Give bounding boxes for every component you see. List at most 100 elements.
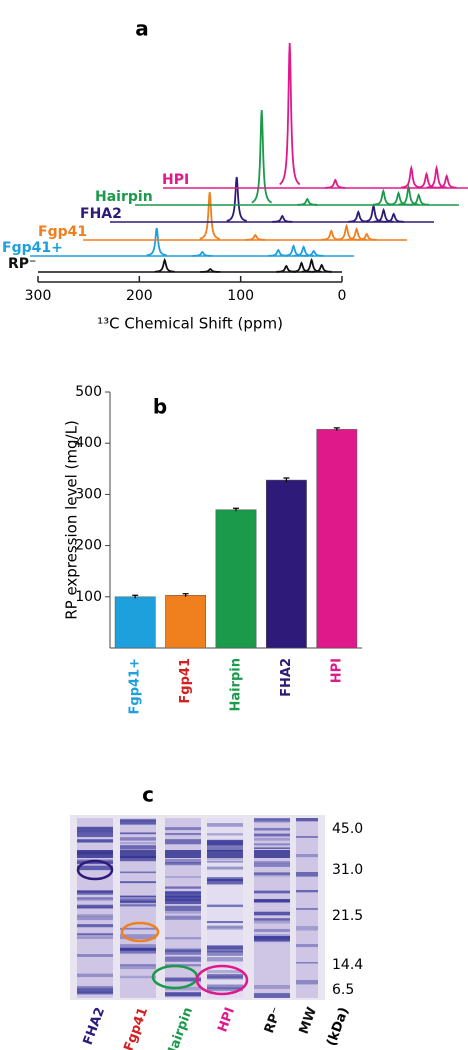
gel-band: [120, 964, 156, 970]
panel-title: b: [153, 395, 167, 419]
gel-band: [207, 974, 243, 978]
gel-band: [77, 986, 113, 989]
gel-band: [77, 936, 113, 939]
spectrum-peak: [383, 212, 404, 223]
series-label: Fgp41+: [2, 240, 63, 256]
gel-band: [296, 890, 318, 893]
gel-band: [207, 987, 243, 992]
spectrum-peak: [348, 210, 369, 223]
series-label: FHA2: [80, 206, 122, 222]
gel-band: [77, 865, 113, 871]
gel-band: [207, 950, 243, 956]
spectrum-peak: [303, 249, 324, 257]
spectrum-peak: [199, 191, 220, 240]
gel-band: [165, 896, 201, 902]
gel-band: [254, 827, 290, 831]
series-label: Fgp41: [38, 224, 87, 240]
gel-band: [120, 871, 156, 874]
gel-band: [207, 823, 243, 827]
gel-band: [207, 850, 243, 858]
gel-band: [207, 921, 243, 924]
gel-band: [120, 895, 156, 898]
gel-band: [77, 973, 113, 977]
spectrum-peak: [146, 227, 167, 257]
x-tick-label: Hairpin: [229, 658, 244, 712]
gel-band: [77, 933, 113, 936]
bar: [265, 479, 307, 649]
gel-band: [77, 890, 113, 895]
y-tick-label: 400: [75, 435, 102, 451]
gel-band: [254, 843, 290, 846]
gel-band: [77, 831, 113, 837]
gel-band: [254, 993, 290, 998]
gel-band: [165, 977, 201, 982]
gel-band: [165, 891, 201, 897]
gel-band: [296, 872, 318, 877]
spectrum-peak: [373, 188, 394, 206]
lane-label: RP⁻: [262, 1005, 285, 1035]
gel-band: [207, 842, 243, 846]
gel-band: [207, 925, 243, 929]
highlight-circle: [195, 964, 249, 996]
gel-band: [120, 944, 156, 949]
x-tick-label: Fgp41+: [128, 658, 143, 714]
spectrum-peak: [401, 164, 422, 189]
gel-band: [207, 945, 243, 950]
gel-band: [120, 949, 156, 954]
gel-band: [207, 833, 243, 836]
gel-band: [254, 837, 290, 841]
spectrum-peak: [251, 109, 273, 204]
gel-band: [254, 862, 290, 867]
gel-band: [77, 914, 113, 918]
gel-band: [254, 833, 290, 837]
gel-band: [254, 850, 290, 858]
gel-lane: [120, 818, 156, 998]
gel-band: [120, 881, 156, 884]
spectrum-peak: [356, 232, 377, 241]
gel-band: [207, 957, 243, 962]
gel-band: [120, 842, 156, 845]
gel-band: [296, 980, 318, 985]
gel-band: [77, 924, 113, 928]
bar: [215, 509, 257, 649]
bar: [316, 429, 358, 649]
spectrum-peak: [311, 263, 332, 273]
x-tick-label: HPI: [329, 658, 344, 683]
gel-band: [254, 985, 290, 989]
gel-band: [165, 956, 201, 962]
x-tick-label: 300: [25, 288, 52, 304]
gel-band: [165, 862, 201, 866]
gel-band: [120, 903, 156, 906]
gel-band: [165, 915, 201, 920]
error-bar: [182, 593, 189, 597]
gel-band: [120, 948, 156, 951]
gel-band: [165, 898, 201, 905]
gel-band: [254, 847, 290, 849]
highlight-circle: [120, 921, 160, 943]
gel-band: [296, 854, 318, 858]
gel-band: [120, 900, 156, 903]
gel-band: [77, 839, 113, 843]
gel-band: [165, 986, 201, 991]
gel-band: [77, 916, 113, 921]
x-tick-label: 100: [227, 288, 254, 304]
gel-band: [254, 899, 290, 903]
gel-band: [165, 832, 201, 836]
gel-band: [207, 857, 243, 861]
gel-band: [254, 911, 290, 916]
gel-band: [207, 866, 243, 870]
spectrum-peak: [245, 233, 266, 241]
spectrum-peak: [408, 193, 429, 206]
lane-label: MW: [297, 1005, 320, 1036]
x-tick-label: 200: [126, 288, 153, 304]
panel-title: a: [135, 17, 149, 41]
gel-band: [296, 962, 318, 964]
spectrum-peak: [226, 176, 247, 222]
gel-band: [77, 954, 113, 957]
spectrum-peak: [336, 223, 357, 241]
mw-label: 45.0: [332, 821, 363, 837]
gel-band: [120, 934, 156, 940]
gel-band: [120, 832, 156, 835]
bar: [114, 596, 156, 649]
gel-band: [254, 872, 290, 875]
